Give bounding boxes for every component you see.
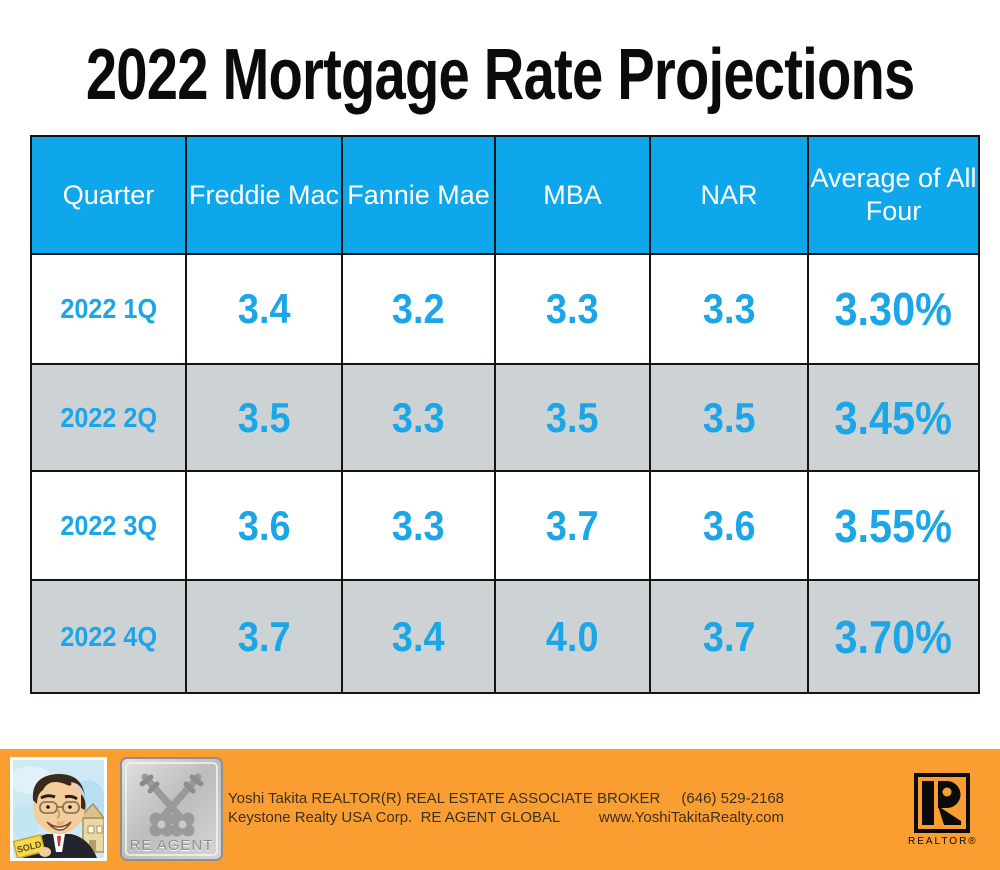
- cell-average: 3.55%: [834, 499, 953, 552]
- col-header-nar: NAR: [649, 135, 809, 255]
- title-wrap: 2022 Mortgage Rate Projections: [0, 22, 1000, 127]
- agent-company: Keystone Realty USA Corp. RE AGENT GLOBA…: [228, 809, 561, 826]
- quarter-label: 2022 1Q: [60, 293, 157, 324]
- projections-table: Quarter Freddie Mac Fannie Mae MBA NAR A…: [30, 135, 980, 694]
- cell-value: 3.6: [237, 501, 291, 549]
- cell-value: 3.4: [237, 285, 291, 332]
- table-row: 2022 2Q 3.5 3.3 3.5 3.5 3.45%: [30, 363, 980, 472]
- cell-average: 3.45%: [834, 391, 953, 444]
- cell-value: 3.5: [702, 393, 756, 441]
- cell-value: 3.7: [237, 612, 291, 660]
- agent-phone: (646) 529-2168: [681, 790, 784, 807]
- cell-value: 3.6: [702, 501, 756, 549]
- agent-contact-block: Yoshi Takita REALTOR(R) REAL ESTATE ASSO…: [228, 789, 784, 827]
- agent-name-title: Yoshi Takita REALTOR(R) REAL ESTATE ASSO…: [228, 790, 661, 807]
- table-row: 2022 1Q 3.4 3.2 3.3 3.3 3.30%: [30, 253, 980, 365]
- cell-value: 3.7: [546, 501, 599, 549]
- col-header-quarter: Quarter: [30, 135, 187, 255]
- agent-caricature: SOLD: [10, 757, 107, 861]
- crossed-keys-icon: RE AGENT: [120, 757, 223, 861]
- cell-value: 3.3: [392, 393, 445, 441]
- page-title: 2022 Mortgage Rate Projections: [85, 34, 915, 115]
- agent-website[interactable]: www.YoshiTakitaRealty.com: [598, 809, 784, 826]
- cell-value: 3.3: [546, 285, 599, 332]
- realtor-label: REALTOR®: [908, 836, 978, 847]
- col-header-mba: MBA: [494, 135, 651, 255]
- cell-value: 3.7: [702, 612, 756, 660]
- cell-value: 3.5: [237, 393, 291, 441]
- re-agent-logo: RE AGENT: [120, 757, 223, 861]
- col-header-freddie: Freddie Mac: [185, 135, 343, 255]
- re-agent-label-text: RE AGENT: [130, 837, 214, 854]
- realtor-logo: REALTOR®: [908, 773, 976, 847]
- caricature-drawing: SOLD: [13, 760, 104, 858]
- col-header-average: Average of All Four: [807, 135, 980, 255]
- cell-value: 3.4: [392, 612, 445, 660]
- table-row: 2022 3Q 3.6 3.3 3.7 3.6 3.55%: [30, 470, 980, 581]
- cell-value: 3.5: [546, 393, 599, 441]
- quarter-label: 2022 4Q: [60, 620, 157, 652]
- cell-value: 4.0: [546, 612, 599, 660]
- table-header-row: Quarter Freddie Mac Fannie Mae MBA NAR A…: [30, 135, 980, 255]
- quarter-label: 2022 2Q: [60, 401, 157, 433]
- cell-average: 3.30%: [834, 283, 953, 335]
- realtor-r-icon: [914, 773, 970, 833]
- cell-value: 3.3: [392, 501, 445, 549]
- col-header-fannie: Fannie Mae: [341, 135, 496, 255]
- cell-value: 3.2: [392, 285, 445, 332]
- table-row: 2022 4Q 3.7 3.4 4.0 3.7 3.70%: [30, 579, 980, 694]
- quarter-label: 2022 3Q: [60, 509, 157, 541]
- cell-average: 3.70%: [834, 610, 953, 663]
- footer-banner: SOLD: [0, 749, 1000, 870]
- cell-value: 3.3: [702, 285, 756, 332]
